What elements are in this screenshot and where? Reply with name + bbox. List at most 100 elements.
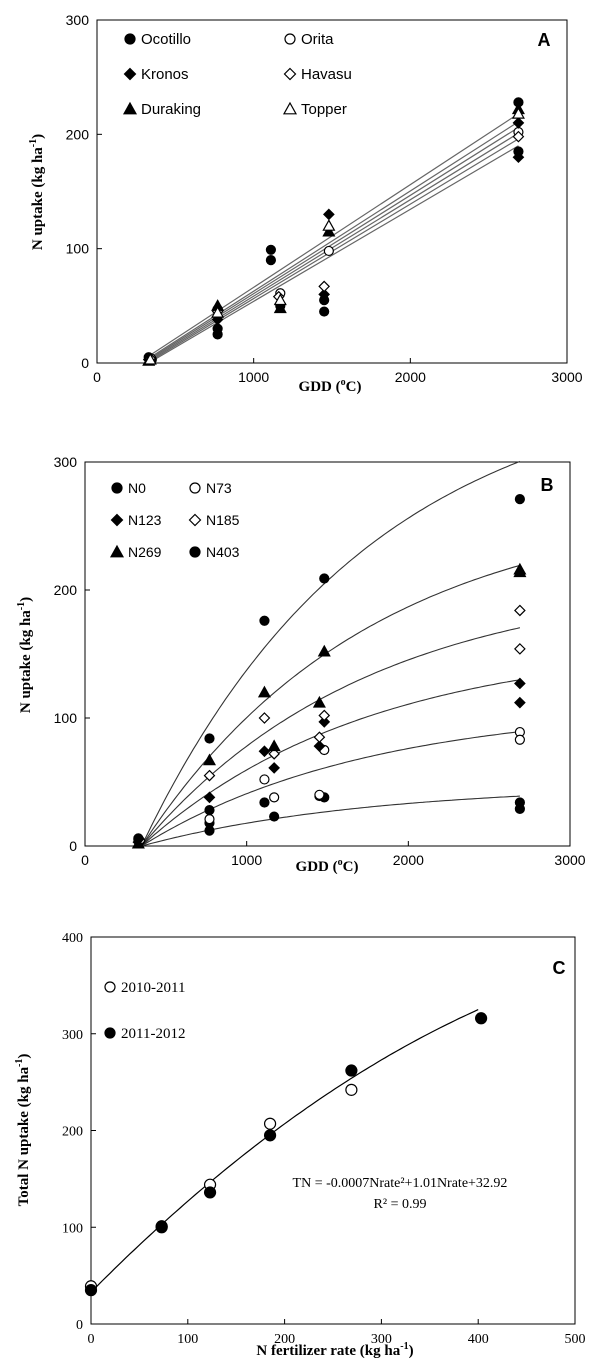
data-point <box>312 695 326 708</box>
fit-curve <box>90 1009 479 1293</box>
data-point <box>511 107 525 119</box>
legend-label: Kronos <box>141 66 189 83</box>
data-point <box>203 791 216 804</box>
data-point <box>475 1012 488 1025</box>
panel-c-equation: TN = -0.0007Nrate²+1.01Nrate+32.92 <box>293 1176 508 1191</box>
panel-c-ylabel-sup: -1 <box>14 1059 25 1067</box>
panel-a-xlabel-end: C) <box>346 379 362 395</box>
panel-b-ylabel-main: N uptake (kg ha <box>18 610 34 713</box>
legend-item: Kronos <box>123 66 189 83</box>
data-point <box>513 562 527 575</box>
data-point <box>268 762 280 774</box>
y-tick-label: 200 <box>62 1125 83 1140</box>
y-tick-label: 300 <box>54 454 78 470</box>
panel-b-label: B <box>541 475 554 495</box>
fit-line <box>148 132 519 362</box>
legend-item: Duraking <box>122 101 201 118</box>
legend-label: N269 <box>128 544 162 560</box>
panel-b-xlabel-sup: o <box>338 857 343 868</box>
legend-item: N123 <box>110 512 162 528</box>
data-point <box>318 288 331 301</box>
data-point <box>204 814 215 825</box>
y-tick-label: 100 <box>62 1221 83 1236</box>
legend-label: Orita <box>301 31 334 48</box>
legend-marker <box>282 101 298 115</box>
fit-curve <box>141 564 521 847</box>
legend-item: Ocotillo <box>124 31 191 48</box>
data-point <box>269 792 280 803</box>
panel-c-ylabel-main: Total N uptake (kg ha <box>16 1066 32 1206</box>
panel-c-ylabel-end: ) <box>16 1054 32 1059</box>
x-tick-label: 1000 <box>238 369 269 385</box>
panel-a-xlabel-sup: o <box>341 377 346 388</box>
legend-marker <box>123 67 137 81</box>
data-point <box>317 644 331 657</box>
x-tick-label: 200 <box>274 1332 295 1347</box>
panel-c-ylabel: Total N uptake (kg ha-1) <box>14 1054 32 1207</box>
x-tick-label: 2000 <box>395 369 426 385</box>
y-tick-label: 0 <box>69 838 77 854</box>
data-point <box>203 769 216 782</box>
x-tick-label: 2000 <box>393 852 424 868</box>
panel-a-xlabel-main: GDD ( <box>299 379 341 395</box>
data-point <box>319 306 330 317</box>
legend-item: 2010-2011 <box>104 980 185 996</box>
data-point <box>323 208 335 221</box>
legend-label: Duraking <box>141 101 201 118</box>
fit-curve <box>141 460 521 847</box>
fit-curve <box>141 731 520 847</box>
legend-label: Havasu <box>301 66 352 83</box>
data-point <box>212 323 223 334</box>
data-point <box>318 280 331 293</box>
panel-c-xlabel: N fertilizer rate (kg ha-1) <box>256 1341 413 1359</box>
data-point <box>84 1284 98 1297</box>
data-point <box>143 352 157 365</box>
legend-item: 2011-2012 <box>104 1026 185 1042</box>
x-tick-label: 400 <box>468 1332 489 1347</box>
panel-c-xlabel-sup: -1 <box>400 1341 408 1352</box>
y-tick-label: 300 <box>66 12 90 28</box>
legend-label: N123 <box>128 512 162 528</box>
data-point <box>313 740 326 753</box>
legend-label: Ocotillo <box>141 31 191 48</box>
legend-marker <box>104 981 116 993</box>
panel-c-xlabel-end: ) <box>409 1343 414 1359</box>
data-point <box>313 731 326 744</box>
data-point <box>211 305 225 318</box>
panel-a: 0 100 200 300 0 1000 2000 3000 Ocotillo Orita Kr… <box>28 12 583 395</box>
legend-label: N0 <box>128 480 146 496</box>
data-point <box>512 117 525 129</box>
y-tick-label: 200 <box>66 126 90 142</box>
fit-curve <box>141 795 520 847</box>
panel-a-ylabel-main: N uptake (kg ha <box>30 147 46 250</box>
legend-item: N185 <box>188 512 240 528</box>
data-point <box>259 774 270 785</box>
legend-label: N73 <box>206 480 232 496</box>
data-point <box>314 789 325 800</box>
legend-marker <box>189 482 201 494</box>
data-point <box>258 745 271 758</box>
data-point <box>273 293 287 306</box>
data-point <box>259 797 270 808</box>
data-point <box>514 604 526 617</box>
data-point <box>318 715 331 728</box>
panel-b-xlabel-main: GDD ( <box>296 859 338 875</box>
data-point <box>322 219 336 231</box>
legend-item: N269 <box>109 544 162 560</box>
x-tick-label: 1000 <box>231 852 262 868</box>
data-point <box>269 811 280 822</box>
data-point <box>319 573 330 584</box>
x-tick-label: 3000 <box>551 369 582 385</box>
data-point <box>514 797 525 808</box>
panel-b: 0 100 200 300 0 1000 2000 3000 N0 N73 N123 N185 N2… <box>16 454 586 875</box>
legend-item: N73 <box>189 480 232 496</box>
data-point <box>133 833 144 844</box>
panel-a-ylabel-sup: -1 <box>28 139 39 147</box>
y-tick-label: 100 <box>54 710 78 726</box>
x-tick-label: 0 <box>93 369 101 385</box>
fit-line <box>148 121 519 359</box>
panel-b-xlabel: GDD (oC) <box>296 857 359 875</box>
data-point <box>268 747 280 760</box>
legend-marker <box>189 546 201 558</box>
